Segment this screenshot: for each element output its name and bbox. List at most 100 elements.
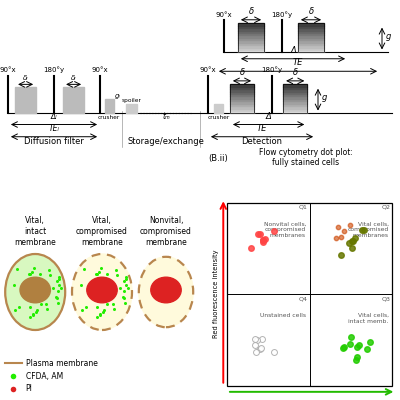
Text: Q4: Q4 — [299, 296, 308, 301]
Text: δ: δ — [308, 7, 314, 16]
Text: 90°x: 90°x — [200, 67, 216, 73]
Point — [253, 348, 259, 355]
Bar — [126, 104, 137, 114]
Text: Storage/exchange: Storage/exchange — [128, 137, 204, 146]
Text: Vital cells,
intact memb.: Vital cells, intact memb. — [348, 313, 389, 324]
Text: Unstained cells: Unstained cells — [260, 313, 306, 318]
Point — [340, 344, 347, 350]
Bar — [238, 50, 264, 52]
Text: Vital,
compromised
membrane: Vital, compromised membrane — [76, 216, 128, 247]
Bar — [238, 26, 264, 28]
Text: TE: TE — [257, 124, 267, 133]
Bar — [283, 99, 307, 101]
Bar — [298, 26, 324, 28]
Text: Δ: Δ — [290, 46, 296, 55]
Bar — [283, 84, 307, 87]
Point — [361, 227, 368, 233]
Point — [340, 345, 346, 352]
Point — [252, 336, 258, 342]
Text: Flow cytometry dot plot:
fully stained cells: Flow cytometry dot plot: fully stained c… — [259, 148, 353, 167]
Text: 90°x: 90°x — [0, 67, 16, 73]
Text: TE: TE — [293, 58, 303, 68]
Bar — [283, 84, 307, 114]
Point — [256, 230, 263, 237]
Bar — [283, 94, 307, 96]
Bar — [230, 106, 254, 109]
Text: crusher: crusher — [98, 115, 120, 120]
Point — [366, 339, 373, 346]
Text: CFDA, AM: CFDA, AM — [26, 372, 63, 380]
Bar — [298, 28, 324, 30]
Bar — [230, 99, 254, 101]
Bar — [238, 23, 264, 26]
Text: Q2: Q2 — [382, 205, 390, 210]
Text: Nonvital cells,
compromised
membranes: Nonvital cells, compromised membranes — [264, 221, 306, 238]
Bar — [15, 87, 36, 114]
Text: δ: δ — [293, 68, 298, 77]
Bar — [238, 38, 264, 40]
Ellipse shape — [72, 254, 132, 330]
Bar — [298, 50, 324, 52]
Text: Δₗ: Δₗ — [51, 112, 57, 121]
Bar — [238, 30, 264, 33]
Point — [354, 344, 360, 350]
Point — [353, 357, 360, 363]
Bar — [230, 87, 254, 89]
Bar — [230, 104, 254, 106]
Bar — [238, 28, 264, 30]
Text: Plasma membrane: Plasma membrane — [26, 359, 98, 368]
Bar — [298, 23, 324, 26]
Bar — [230, 92, 254, 94]
Bar — [283, 111, 307, 114]
Text: TEₗ: TEₗ — [49, 124, 59, 133]
Bar — [227, 202, 392, 386]
Bar — [298, 35, 324, 38]
Text: 180°y: 180°y — [262, 66, 282, 73]
Bar — [238, 35, 264, 38]
Bar — [283, 101, 307, 104]
Point — [257, 346, 264, 353]
Text: δₗ: δₗ — [23, 74, 28, 80]
Text: Vital,
intact
membrane: Vital, intact membrane — [14, 216, 56, 247]
Point — [364, 346, 371, 352]
Text: (B.ii): (B.ii) — [208, 154, 228, 163]
Bar — [283, 89, 307, 92]
Text: Δ: Δ — [266, 112, 272, 121]
Text: 180°y: 180°y — [44, 66, 64, 73]
Text: g: g — [322, 93, 327, 102]
Bar — [230, 84, 254, 114]
Bar — [298, 30, 324, 33]
Text: crusher: crusher — [207, 115, 230, 120]
Bar — [214, 104, 223, 114]
Point — [254, 336, 260, 343]
Point — [356, 342, 362, 348]
Bar — [283, 92, 307, 94]
Text: δₗ: δₗ — [71, 74, 76, 80]
Text: 90°x: 90°x — [216, 12, 232, 18]
Point — [259, 336, 265, 342]
Text: 90°x: 90°x — [92, 67, 108, 73]
Bar — [238, 40, 264, 43]
Point — [337, 234, 344, 240]
Text: Red fluorescence intensity: Red fluorescence intensity — [213, 250, 219, 338]
Text: δ: δ — [240, 68, 244, 77]
Text: tₘ: tₘ — [162, 112, 170, 121]
Bar — [238, 45, 264, 48]
Text: g: g — [386, 32, 391, 41]
Point — [260, 237, 266, 243]
Point — [262, 236, 269, 242]
Point — [332, 235, 339, 241]
Text: Diffusion filter: Diffusion filter — [24, 137, 84, 146]
Point — [252, 342, 258, 348]
Bar — [283, 109, 307, 111]
Ellipse shape — [87, 277, 117, 303]
Text: Vital cells,
compromised
membranes: Vital cells, compromised membranes — [348, 221, 389, 238]
Bar — [283, 96, 307, 99]
Point — [260, 236, 266, 243]
Point — [248, 245, 254, 252]
Bar — [230, 84, 254, 87]
Bar — [238, 23, 264, 52]
Point — [260, 239, 266, 246]
Bar — [298, 48, 324, 50]
Bar — [298, 40, 324, 43]
